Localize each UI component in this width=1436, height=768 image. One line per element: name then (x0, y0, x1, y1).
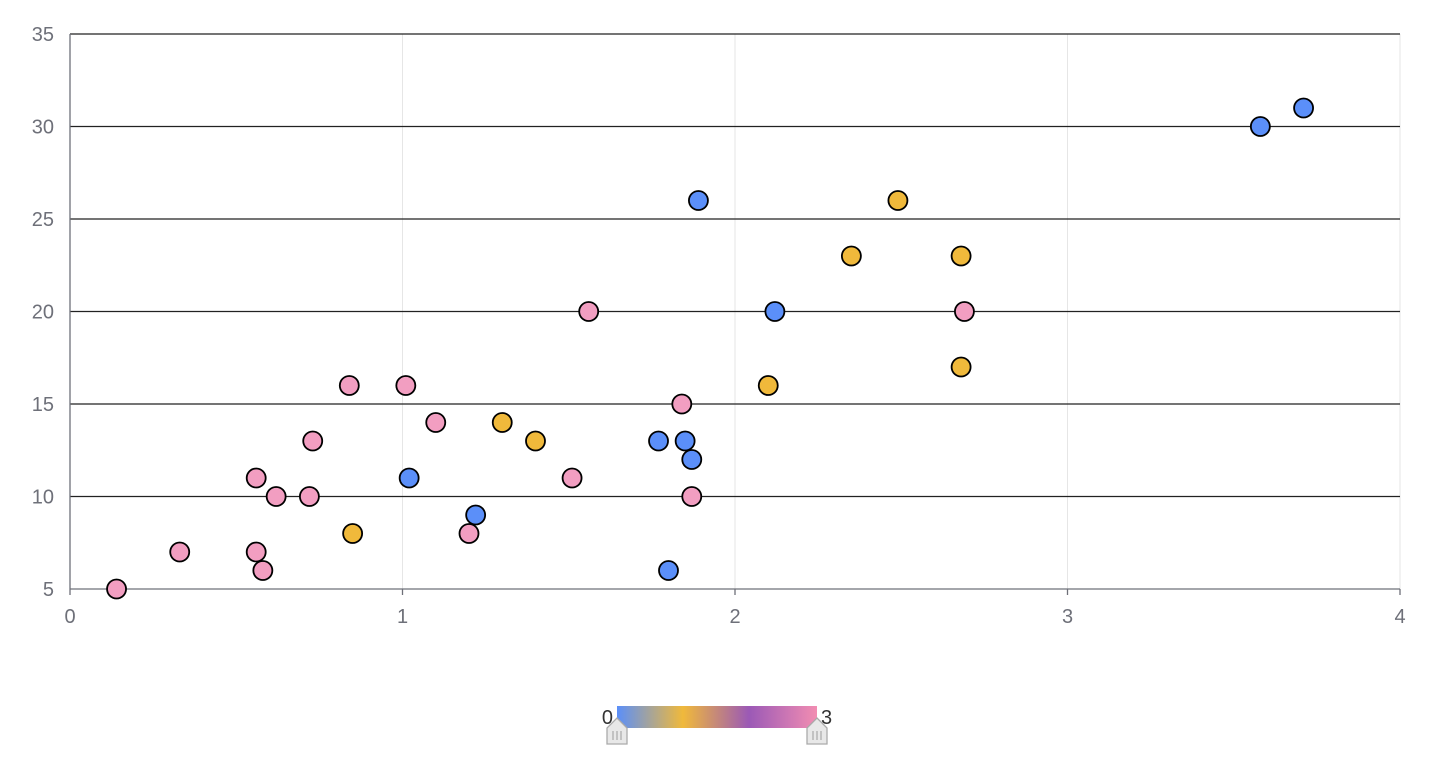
x-tick-label: 2 (729, 606, 740, 628)
scatter-point[interactable] (887, 190, 909, 211)
visual-map-gradient-bar (617, 706, 817, 728)
axes: 0 1 2 3 4 5 10 15 20 25 30 35 (32, 24, 1406, 628)
y-tick-label: 30 (32, 117, 54, 139)
y-tick-label: 15 (32, 394, 54, 416)
y-tick-label: 25 (32, 209, 54, 231)
scatter-point[interactable] (757, 375, 779, 396)
scatter-point[interactable] (425, 412, 447, 433)
scatter-point[interactable] (525, 430, 546, 452)
scatter-point[interactable] (395, 375, 417, 396)
scatter-point[interactable] (658, 560, 679, 581)
x-tick-label: 1 (397, 606, 408, 628)
scatter-point[interactable] (298, 486, 320, 507)
y-tick-label: 35 (32, 24, 54, 46)
scatter-point[interactable] (578, 301, 600, 322)
scatter-point[interactable] (458, 523, 480, 544)
scatter-point[interactable] (265, 486, 287, 507)
scatter-point[interactable] (398, 467, 420, 489)
scatter-point[interactable] (681, 449, 703, 470)
scatter-point[interactable] (245, 541, 267, 563)
y-tick-label: 20 (32, 302, 54, 324)
scatter-point[interactable] (491, 412, 513, 433)
scatter-point[interactable] (561, 467, 583, 489)
scatter-point[interactable] (465, 504, 487, 526)
scatter-point[interactable] (688, 190, 709, 211)
grid-lines (70, 33, 1401, 589)
y-tick-label: 10 (32, 487, 54, 509)
scatter-point[interactable] (252, 560, 274, 581)
scatter-point[interactable] (648, 430, 669, 452)
y-tick-label: 5 (43, 579, 54, 601)
scatter-point[interactable] (245, 467, 267, 489)
visual-map-min-handle[interactable] (606, 717, 628, 745)
scatter-point[interactable] (674, 430, 696, 452)
scatter-point[interactable] (950, 245, 972, 267)
scatter-point[interactable] (106, 578, 127, 600)
visual-map-max-handle[interactable] (806, 717, 828, 745)
scatter-point[interactable] (1249, 116, 1271, 137)
scatter-point[interactable] (954, 301, 975, 322)
scatter-point[interactable] (1293, 97, 1314, 119)
visual-map-max-label: 3 (821, 707, 832, 729)
scatter-point[interactable] (840, 245, 862, 267)
visual-map: 0 3 (602, 706, 832, 745)
scatter-point[interactable] (950, 356, 972, 378)
visual-map-min-label: 0 (602, 707, 613, 729)
scatter-point[interactable] (338, 375, 360, 396)
scatter-point[interactable] (764, 301, 786, 322)
scatter-point[interactable] (681, 486, 703, 507)
scatter-point[interactable] (671, 393, 693, 415)
x-tick-label: 0 (64, 606, 75, 628)
scatter-point[interactable] (169, 541, 191, 563)
scatter-point[interactable] (302, 430, 324, 452)
x-tick-label: 3 (1062, 606, 1073, 628)
data-points (106, 97, 1314, 600)
scatter-point[interactable] (342, 523, 364, 544)
x-tick-label: 4 (1394, 606, 1405, 628)
